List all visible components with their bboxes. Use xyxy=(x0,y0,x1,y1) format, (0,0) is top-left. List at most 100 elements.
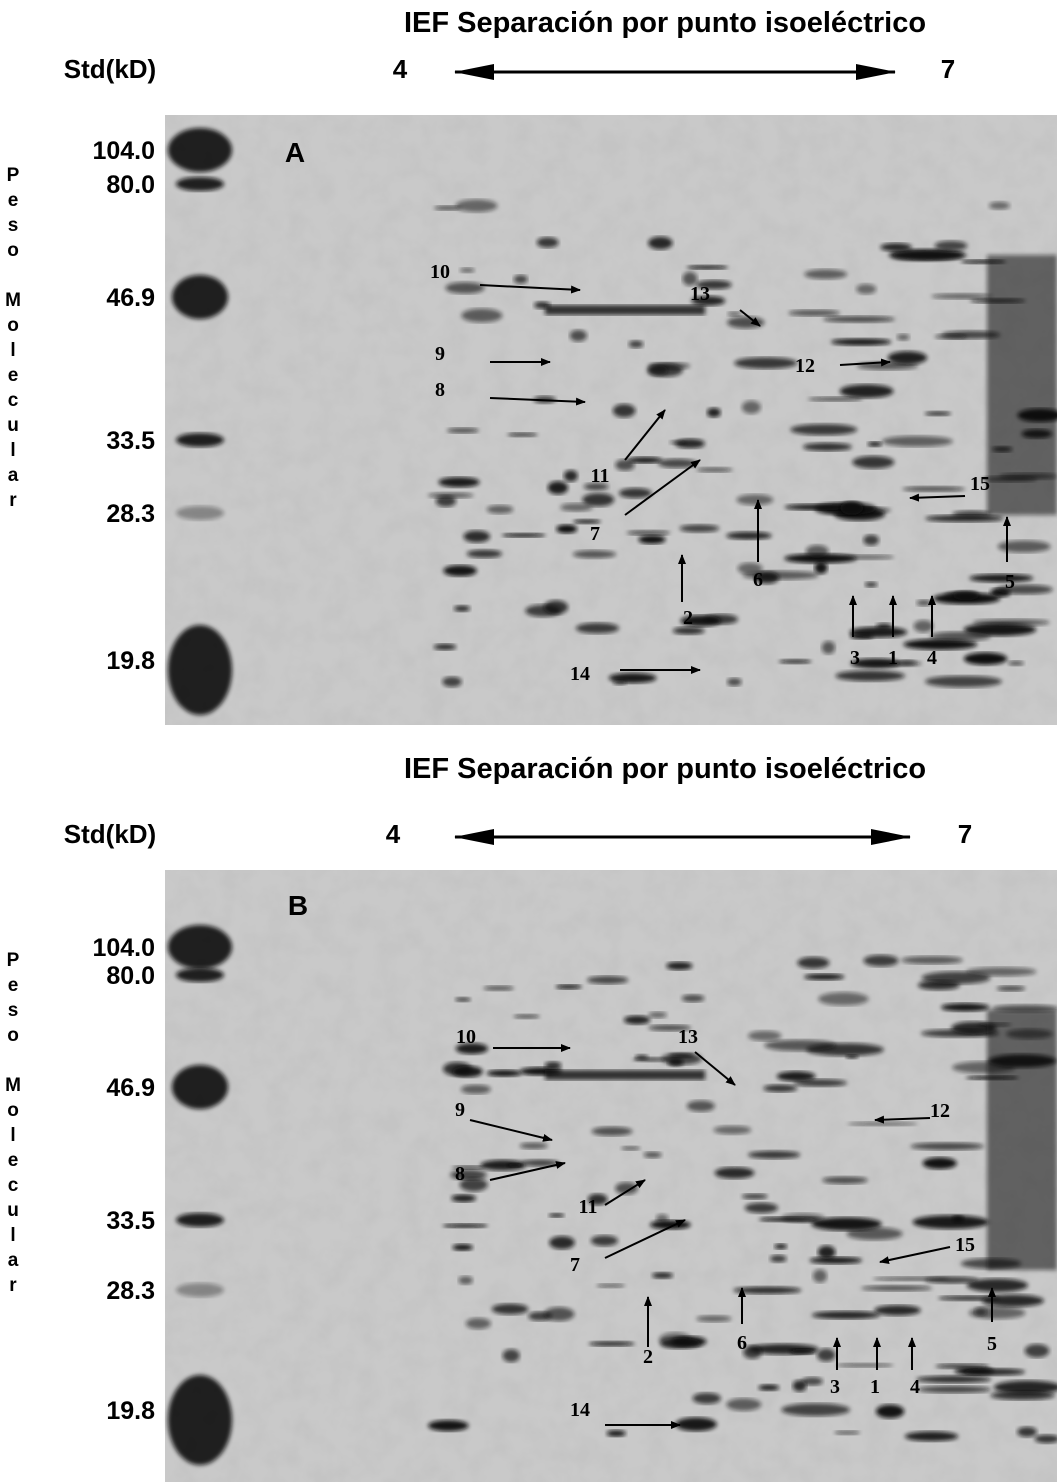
spot-label: 2 xyxy=(683,607,693,629)
spot-label: 10 xyxy=(430,261,450,283)
protein-spot xyxy=(575,622,620,634)
protein-spot xyxy=(452,1165,486,1170)
protein-spot xyxy=(455,199,498,213)
protein-spot xyxy=(666,961,693,971)
std-label: Std(kD) xyxy=(64,819,156,849)
protein-spot xyxy=(736,494,774,506)
protein-spot xyxy=(901,956,964,965)
protein-spot xyxy=(793,1079,848,1087)
spot-arrow xyxy=(839,358,891,367)
streak xyxy=(545,1070,705,1080)
protein-spot xyxy=(548,1213,565,1218)
protein-spot xyxy=(912,1215,989,1230)
std-band xyxy=(176,968,224,982)
protein-spot xyxy=(805,544,829,558)
protein-spot xyxy=(916,599,932,606)
spot-arrow xyxy=(604,1179,646,1206)
protein-spot xyxy=(1034,1434,1057,1444)
spot-label: 4 xyxy=(927,647,937,669)
protein-spot xyxy=(555,984,582,990)
spot-label: 11 xyxy=(591,465,610,487)
protein-spot xyxy=(661,1053,702,1065)
spot-arrow xyxy=(479,284,581,294)
protein-spot xyxy=(679,524,720,533)
protein-spot xyxy=(896,333,910,341)
protein-spot xyxy=(743,1345,762,1359)
protein-spot xyxy=(758,1384,780,1391)
protein-spot xyxy=(442,676,462,688)
protein-spot xyxy=(536,237,559,248)
protein-spot xyxy=(491,1303,529,1315)
protein-spot xyxy=(887,351,928,365)
spot-label: 3 xyxy=(830,1376,840,1398)
protein-spot xyxy=(972,619,1050,626)
protein-spot xyxy=(744,1202,779,1214)
protein-spot xyxy=(692,1392,721,1404)
protein-spot xyxy=(483,985,514,991)
protein-spot xyxy=(852,455,895,469)
streak xyxy=(545,305,705,315)
protein-spot xyxy=(856,283,877,295)
protein-spot xyxy=(733,1286,802,1294)
spot-label: 12 xyxy=(795,355,815,377)
panel-letter: A xyxy=(285,137,305,168)
panel-letter: B xyxy=(288,890,308,921)
protein-spot xyxy=(847,1121,918,1127)
spot-label: 13 xyxy=(690,283,710,305)
protein-spot xyxy=(776,1071,816,1082)
protein-spot xyxy=(816,1348,836,1362)
std-band xyxy=(176,1213,224,1227)
mw-marker: 28.3 xyxy=(106,500,155,528)
protein-spot xyxy=(615,1182,638,1195)
protein-spot xyxy=(442,1223,488,1228)
protein-spot xyxy=(596,1283,626,1288)
right-smear xyxy=(987,1010,1057,1270)
protein-spot xyxy=(748,1150,801,1159)
std-band xyxy=(176,433,224,447)
spot-arrow xyxy=(469,1119,553,1142)
spot-arrow xyxy=(879,1246,951,1265)
protein-spot xyxy=(696,467,733,473)
spot-label: 10 xyxy=(456,1026,476,1048)
protein-spot xyxy=(808,396,863,402)
spot-arrow xyxy=(624,409,666,461)
protein-spot xyxy=(934,240,968,251)
protein-spot xyxy=(657,458,697,468)
mw-marker: 104.0 xyxy=(92,137,155,165)
spot-arrow xyxy=(489,1161,566,1181)
protein-spot xyxy=(466,549,503,558)
protein-spot xyxy=(803,973,845,980)
std-band xyxy=(168,925,232,969)
protein-spot xyxy=(929,631,992,642)
protein-spot xyxy=(454,605,471,612)
panel: IEF Separación por punto isoeléctrico Std… xyxy=(3,753,1057,1482)
protein-spot xyxy=(459,267,475,273)
protein-spot xyxy=(680,615,722,627)
right-smear xyxy=(987,255,1057,515)
protein-spot xyxy=(648,236,673,250)
protein-spot xyxy=(707,407,721,418)
protein-spot xyxy=(590,1235,618,1247)
protein-spot xyxy=(995,584,1053,595)
protein-spot xyxy=(811,1311,881,1320)
axis-label: Peso Molecular xyxy=(3,950,24,1300)
spot-arrow xyxy=(874,1115,931,1124)
protein-spot xyxy=(922,1157,957,1170)
protein-spot xyxy=(788,309,840,317)
spot-label: 9 xyxy=(435,343,445,365)
protein-spot xyxy=(486,1069,522,1077)
protein-spot xyxy=(543,1307,575,1322)
protein-spot xyxy=(867,441,882,447)
spot-label: 2 xyxy=(643,1346,653,1368)
protein-spot xyxy=(507,1163,523,1168)
protein-spot xyxy=(501,532,546,538)
protein-spot xyxy=(623,1015,651,1025)
panel-title: IEF Separación por punto isoeléctrico xyxy=(404,753,926,785)
protein-spot xyxy=(549,1236,575,1250)
protein-spot xyxy=(817,1245,836,1259)
protein-spot xyxy=(934,334,968,340)
protein-spot xyxy=(754,571,780,584)
protein-spot xyxy=(434,205,461,211)
std-band xyxy=(168,128,232,172)
protein-spot xyxy=(952,590,980,601)
